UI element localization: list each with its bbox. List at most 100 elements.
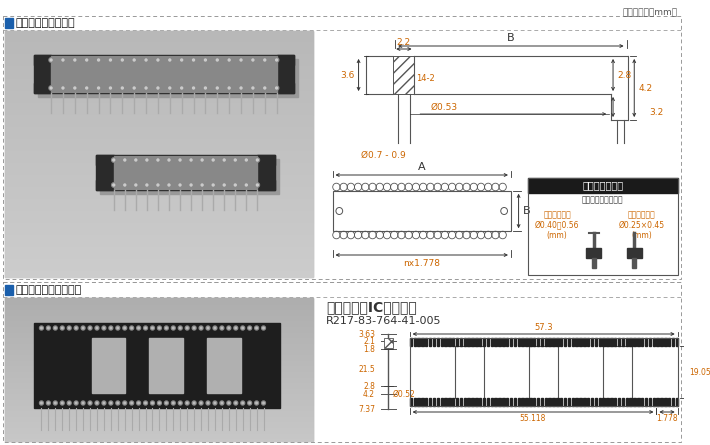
Bar <box>5 347 313 348</box>
Bar <box>5 167 313 168</box>
Circle shape <box>185 326 189 330</box>
Bar <box>568 398 570 406</box>
Circle shape <box>131 402 133 404</box>
Bar <box>5 244 313 245</box>
Circle shape <box>117 402 119 404</box>
Bar <box>5 245 313 246</box>
Bar <box>592 258 596 268</box>
Circle shape <box>199 326 203 330</box>
Bar <box>537 338 540 346</box>
Circle shape <box>120 86 124 90</box>
Bar <box>5 354 313 355</box>
Bar <box>5 356 313 357</box>
Bar <box>5 145 313 146</box>
Bar <box>5 196 313 197</box>
Circle shape <box>190 159 192 161</box>
Circle shape <box>212 184 214 186</box>
Bar <box>34 83 294 93</box>
Bar <box>5 72 313 73</box>
Bar <box>5 343 313 344</box>
Bar <box>5 368 313 369</box>
Bar <box>5 389 313 390</box>
Bar <box>5 412 313 413</box>
Bar <box>5 189 313 190</box>
Bar <box>464 398 466 406</box>
Circle shape <box>62 87 64 89</box>
Bar <box>5 89 313 90</box>
Circle shape <box>255 401 258 405</box>
Bar <box>5 79 313 80</box>
Bar <box>5 234 313 235</box>
Bar <box>5 395 313 396</box>
Bar <box>5 406 313 407</box>
Bar <box>5 436 313 437</box>
Bar <box>5 142 313 143</box>
Bar <box>5 320 313 321</box>
Text: 角ピンの場合
Ø0.25×0.45
(mm): 角ピンの場合 Ø0.25×0.45 (mm) <box>619 210 665 240</box>
Bar <box>5 260 313 261</box>
Bar <box>5 416 313 417</box>
Circle shape <box>171 401 175 405</box>
Text: 2.8: 2.8 <box>363 381 375 391</box>
Bar <box>5 75 313 76</box>
Bar <box>5 318 313 319</box>
Bar <box>5 103 313 104</box>
Circle shape <box>203 58 207 62</box>
Bar <box>676 338 678 346</box>
Bar <box>5 199 313 200</box>
Bar <box>5 350 313 351</box>
Circle shape <box>96 327 98 329</box>
Circle shape <box>135 159 137 161</box>
Text: 4.2: 4.2 <box>638 84 652 93</box>
Circle shape <box>263 402 264 404</box>
Polygon shape <box>100 159 278 194</box>
Bar <box>5 352 313 353</box>
Bar <box>5 387 313 388</box>
Bar <box>5 33 313 34</box>
Bar <box>560 398 562 406</box>
Text: 1.778: 1.778 <box>656 414 678 423</box>
Bar <box>603 338 605 346</box>
Text: 4.2: 4.2 <box>363 389 375 399</box>
Bar <box>518 338 520 346</box>
Bar <box>5 365 313 366</box>
Bar <box>529 338 532 346</box>
Circle shape <box>145 402 146 404</box>
Bar <box>545 338 547 346</box>
Bar <box>5 194 313 195</box>
Bar <box>572 398 574 406</box>
Bar <box>487 398 489 406</box>
Bar <box>5 256 313 257</box>
Bar <box>5 51 313 52</box>
Bar <box>444 398 447 406</box>
Bar <box>5 70 313 71</box>
Circle shape <box>207 327 209 329</box>
Bar <box>5 221 313 222</box>
Bar <box>5 346 313 347</box>
Bar <box>5 207 313 208</box>
Bar <box>529 398 532 406</box>
Bar <box>5 410 313 411</box>
Bar <box>5 168 313 169</box>
Circle shape <box>40 401 43 405</box>
Circle shape <box>235 402 236 404</box>
Bar <box>521 398 524 406</box>
Bar <box>460 338 462 346</box>
Circle shape <box>46 401 50 405</box>
Circle shape <box>145 59 147 61</box>
Bar <box>657 338 659 346</box>
Circle shape <box>123 183 127 187</box>
Circle shape <box>124 159 126 161</box>
Bar <box>479 338 481 346</box>
Circle shape <box>221 327 223 329</box>
Bar <box>668 398 670 406</box>
Circle shape <box>255 183 259 187</box>
Circle shape <box>248 401 251 405</box>
Circle shape <box>275 87 278 89</box>
Bar <box>5 223 313 224</box>
Bar <box>5 203 313 204</box>
Bar <box>5 156 313 157</box>
Bar <box>448 398 451 406</box>
Bar <box>5 171 313 172</box>
Bar <box>5 298 313 441</box>
